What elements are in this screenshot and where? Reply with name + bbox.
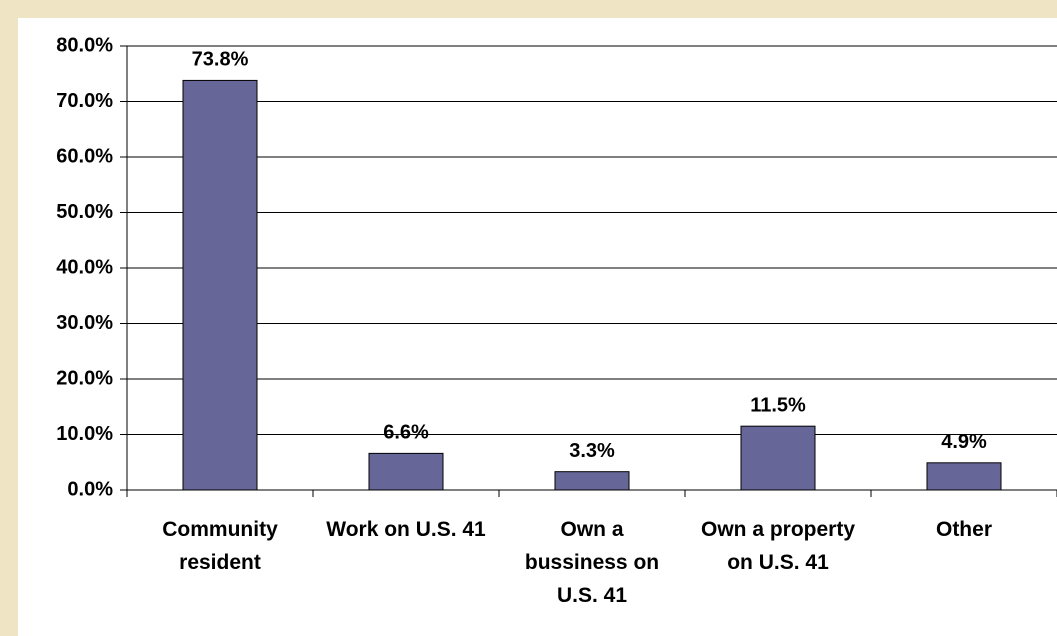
x-tick-label: Other (935, 518, 992, 541)
value-label: 6.6% (383, 422, 429, 444)
y-tick-label: 0.0% (67, 478, 113, 500)
bar (926, 462, 1002, 491)
y-tick-label: 70.0% (56, 90, 113, 112)
y-tick-label: 10.0% (56, 423, 113, 445)
bar (368, 452, 444, 491)
y-tick-label: 20.0% (56, 367, 113, 389)
y-tick-label: 60.0% (56, 145, 113, 167)
bar (182, 79, 258, 491)
x-tick-label: Community resident (162, 518, 278, 574)
value-label: 73.8% (192, 49, 249, 71)
y-tick-label: 30.0% (56, 312, 113, 334)
x-tick-label: Own a bussiness on U.S. 41 (524, 518, 660, 607)
value-label: 11.5% (750, 394, 806, 416)
bar (554, 471, 630, 491)
value-label: 4.9% (941, 431, 987, 453)
value-label: 3.3% (569, 440, 615, 462)
x-tick-label: Own a property on U.S. 41 (700, 518, 856, 574)
y-tick-label: 80.0% (56, 34, 113, 56)
y-tick-label: 50.0% (56, 201, 113, 223)
x-tick-label: Work on U.S. 41 (326, 518, 486, 541)
y-tick-label: 40.0% (56, 256, 113, 278)
bar (740, 425, 816, 491)
